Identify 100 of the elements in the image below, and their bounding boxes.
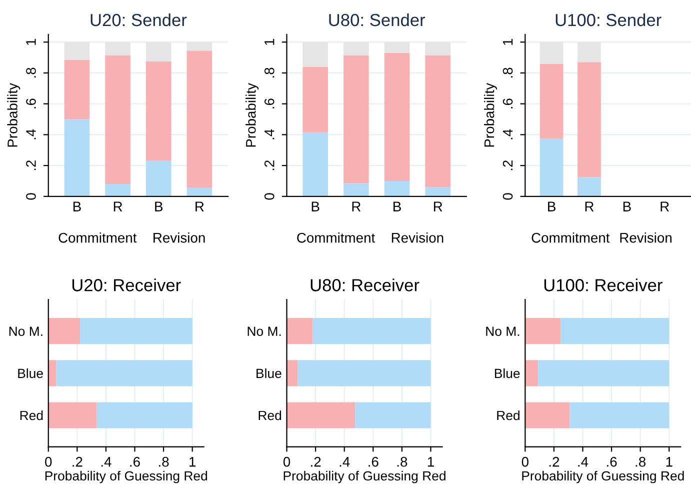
y-tick-label: .4 <box>264 129 274 140</box>
y-axis-title: Probability <box>484 82 497 147</box>
y-tick-label: .6 <box>502 98 513 108</box>
x-tick-label: .4 <box>578 457 588 467</box>
bar <box>560 318 670 344</box>
bar <box>525 402 570 428</box>
y-tick-label: Red <box>497 410 520 420</box>
y-tick-label: Red <box>20 410 43 420</box>
bar <box>578 177 601 196</box>
bar <box>286 402 356 428</box>
x-tick-label: 1 <box>428 457 434 467</box>
x-tick-label: R <box>660 202 669 212</box>
x-tick-label: 1 <box>666 457 672 467</box>
chart-title: U100: Sender <box>556 13 662 26</box>
x-tick-label: 0 <box>45 456 52 467</box>
y-tick-label: 1 <box>264 38 274 45</box>
bar <box>48 402 97 428</box>
text: Revision <box>154 232 205 243</box>
text: Commitment <box>58 232 137 243</box>
x-tick-label: .2 <box>311 456 321 467</box>
y-tick-label: 0 <box>502 193 513 200</box>
bar <box>146 42 172 62</box>
x-tick-label: .4 <box>101 457 112 467</box>
bar <box>425 42 450 56</box>
x-tick-label: B <box>623 202 631 212</box>
bar <box>48 360 56 386</box>
bar <box>425 187 450 196</box>
x-axis-title: Probability of Guessing Red <box>522 470 684 484</box>
y-tick-label: .2 <box>26 160 36 170</box>
bar <box>384 180 410 196</box>
bar <box>344 183 369 196</box>
bar <box>525 360 538 386</box>
chart-title: U80: Sender <box>329 13 426 26</box>
x-tick-label: R <box>114 202 122 212</box>
bar <box>105 184 130 196</box>
y-tick-label: .8 <box>264 68 274 78</box>
y-tick-label: 1 <box>26 38 36 45</box>
bar <box>298 360 431 386</box>
bar <box>286 318 313 344</box>
x-tick-label: .8 <box>397 456 408 467</box>
y-tick-label: Blue <box>256 368 282 378</box>
y-tick-label: .8 <box>502 68 513 78</box>
bar <box>384 52 410 181</box>
y-tick-label: No M. <box>486 326 520 336</box>
x-tick-label: R <box>585 202 594 212</box>
x-tick-label: .2 <box>72 456 82 467</box>
text: Revision <box>620 232 672 243</box>
y-tick-label: .2 <box>264 160 274 170</box>
y-axis-title: Probability <box>246 82 259 147</box>
y-axis-title: Probability <box>7 82 20 147</box>
bar <box>540 42 564 64</box>
text: Commitment <box>297 232 376 243</box>
bar <box>344 55 369 184</box>
y-tick-label: 0 <box>264 193 274 200</box>
bar <box>286 360 298 386</box>
bar <box>64 119 90 196</box>
bar <box>355 402 431 428</box>
text: Revision <box>392 232 444 243</box>
x-tick-label: .8 <box>159 456 169 467</box>
x-tick-label: B <box>394 202 401 212</box>
x-tick-label: .6 <box>607 456 617 467</box>
bar <box>146 61 172 161</box>
bar <box>186 42 212 51</box>
x-tick-label: R <box>434 202 442 212</box>
y-tick-label: .6 <box>26 98 36 108</box>
bar <box>48 318 80 344</box>
y-tick-label: Blue <box>494 368 520 378</box>
bar <box>312 318 431 344</box>
bar <box>302 42 328 67</box>
chart-title: U20: Receiver <box>72 278 181 292</box>
x-tick-label: R <box>196 202 204 212</box>
bar <box>56 360 192 386</box>
bar <box>570 402 670 428</box>
x-axis-title: Probability of Guessing Red <box>45 470 208 484</box>
bar <box>186 188 212 196</box>
y-tick-label: 0 <box>26 193 36 200</box>
bar <box>578 62 601 178</box>
bar <box>80 318 192 344</box>
x-tick-label: 0 <box>522 456 528 467</box>
bar <box>96 402 192 428</box>
y-tick-label: .4 <box>503 129 513 140</box>
y-tick-label: No M. <box>9 326 42 336</box>
bar <box>186 50 212 188</box>
bar <box>64 60 90 120</box>
text: Commitment <box>532 232 610 243</box>
y-tick-label: .6 <box>264 98 274 108</box>
x-tick-label: 1 <box>190 457 196 467</box>
y-tick-label: Blue <box>18 368 43 378</box>
x-tick-label: R <box>352 202 361 212</box>
bar <box>105 42 130 56</box>
bar <box>538 360 670 386</box>
bar <box>540 138 564 196</box>
y-tick-label: Red <box>258 410 282 420</box>
bar <box>146 160 172 196</box>
y-tick-label: No M. <box>248 326 281 336</box>
x-tick-label: B <box>312 202 320 212</box>
x-axis-title: Probability of Guessing Red <box>284 470 446 484</box>
x-tick-label: B <box>548 202 556 212</box>
x-tick-label: .6 <box>130 456 140 467</box>
x-tick-label: .8 <box>636 456 646 467</box>
